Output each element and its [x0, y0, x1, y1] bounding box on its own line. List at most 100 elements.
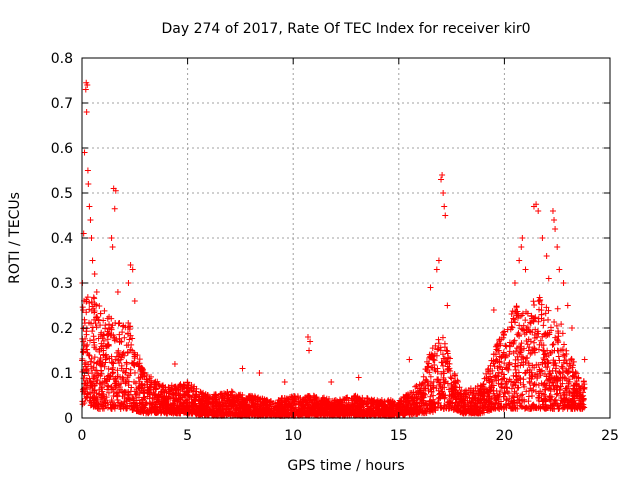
data-point	[323, 401, 330, 408]
data-point	[376, 406, 383, 413]
data-point	[531, 335, 538, 342]
data-point-peak	[306, 347, 313, 354]
data-point	[89, 328, 96, 335]
data-point	[106, 355, 113, 362]
data-point	[108, 324, 115, 331]
data-point	[563, 347, 570, 354]
data-point	[581, 384, 588, 391]
data-point	[126, 402, 133, 409]
data-point	[514, 314, 521, 321]
data-point	[125, 320, 132, 327]
data-point	[253, 405, 260, 412]
data-point	[100, 351, 107, 358]
data-point	[100, 317, 107, 324]
data-point-peak	[114, 289, 121, 295]
data-point	[89, 324, 96, 331]
data-point-peak	[568, 325, 575, 331]
data-point-peak	[127, 262, 134, 268]
data-point	[117, 386, 124, 393]
data-point	[490, 387, 497, 394]
data-point	[553, 386, 560, 393]
data-point	[189, 399, 196, 406]
data-point	[184, 385, 191, 392]
data-point	[84, 380, 91, 387]
data-point	[551, 405, 558, 412]
data-point	[108, 384, 115, 391]
data-point	[549, 379, 556, 386]
data-point	[432, 342, 439, 349]
data-point	[100, 337, 107, 344]
data-point	[79, 401, 86, 408]
data-point	[304, 392, 311, 399]
data-point	[512, 308, 519, 315]
data-point	[555, 328, 562, 335]
data-point	[520, 322, 527, 329]
data-point	[115, 399, 122, 406]
data-point	[547, 387, 554, 394]
data-point	[300, 396, 307, 403]
data-points	[79, 79, 588, 419]
data-point	[414, 403, 421, 410]
data-point	[321, 405, 328, 412]
data-point	[571, 405, 578, 412]
data-point	[126, 326, 133, 333]
data-point	[262, 411, 269, 418]
data-point	[435, 395, 442, 402]
data-point	[484, 404, 491, 411]
data-point	[559, 330, 566, 337]
data-point	[526, 378, 533, 385]
data-point	[131, 353, 138, 360]
data-point	[501, 360, 508, 367]
y-tick-label: 0.1	[51, 366, 73, 382]
data-point-peak	[433, 266, 440, 273]
data-point	[83, 384, 90, 391]
data-point	[192, 388, 199, 395]
data-point	[437, 383, 444, 390]
data-point	[137, 374, 144, 381]
data-point	[441, 340, 448, 347]
data-point	[95, 335, 102, 342]
data-point	[431, 366, 438, 373]
data-point	[529, 329, 536, 336]
data-point	[504, 365, 511, 372]
data-point	[149, 399, 156, 406]
data-point	[443, 358, 450, 365]
data-point	[449, 399, 456, 406]
data-point	[427, 397, 434, 404]
data-point	[521, 383, 528, 390]
data-point	[135, 394, 142, 401]
data-point	[91, 354, 98, 361]
data-point	[291, 398, 298, 405]
data-point	[542, 401, 549, 408]
data-point	[130, 395, 137, 402]
data-point	[513, 303, 520, 310]
data-point	[116, 351, 123, 358]
data-point	[114, 367, 121, 374]
data-point	[112, 377, 119, 384]
data-point	[580, 378, 587, 385]
data-point	[116, 339, 123, 346]
data-point	[337, 411, 344, 418]
data-point	[124, 350, 131, 357]
data-point	[428, 364, 435, 371]
data-point	[529, 373, 536, 380]
data-point	[416, 381, 423, 388]
data-point	[514, 345, 521, 352]
data-point	[441, 395, 448, 402]
data-point	[501, 328, 508, 335]
data-point-peak	[539, 235, 546, 241]
data-point	[237, 400, 244, 407]
data-point	[375, 407, 382, 414]
data-point	[164, 410, 171, 417]
data-point	[89, 384, 96, 391]
grid-lines	[82, 58, 610, 418]
data-point	[314, 400, 321, 407]
data-point	[217, 401, 224, 408]
data-point	[120, 368, 127, 375]
data-point	[498, 353, 505, 360]
data-point	[366, 407, 373, 414]
data-point	[508, 385, 515, 392]
data-point	[511, 337, 518, 344]
data-point	[539, 333, 546, 340]
data-point	[523, 308, 530, 315]
